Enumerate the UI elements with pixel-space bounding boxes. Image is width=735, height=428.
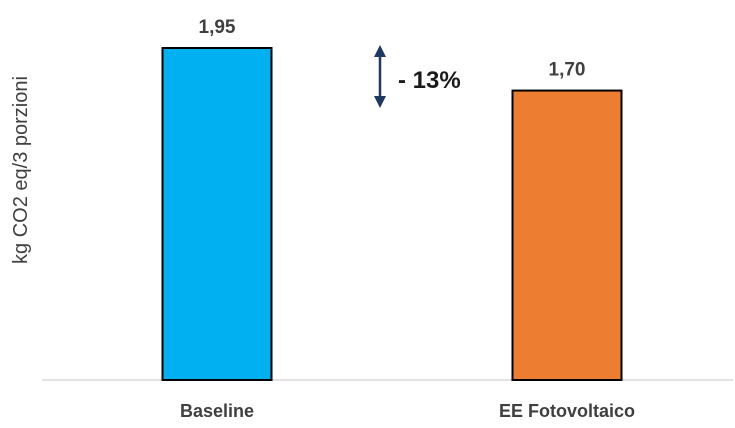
bar-baseline [161, 47, 273, 381]
difference-label: - 13% [398, 67, 461, 94]
bars-group: 1,95 Baseline 1,70 EE Fotovoltaico [161, 17, 635, 421]
bar-value-label: 1,95 [199, 17, 236, 38]
category-label: Baseline [180, 401, 254, 421]
y-axis-label: kg CO2 eq/3 porzioni [10, 76, 32, 264]
double-arrow-icon [374, 45, 386, 108]
difference-annotation: - 13% [374, 45, 461, 108]
bar-ee-fotovoltaico [511, 89, 623, 381]
bar-value-label: 1,70 [549, 60, 586, 81]
category-label: EE Fotovoltaico [499, 401, 635, 421]
